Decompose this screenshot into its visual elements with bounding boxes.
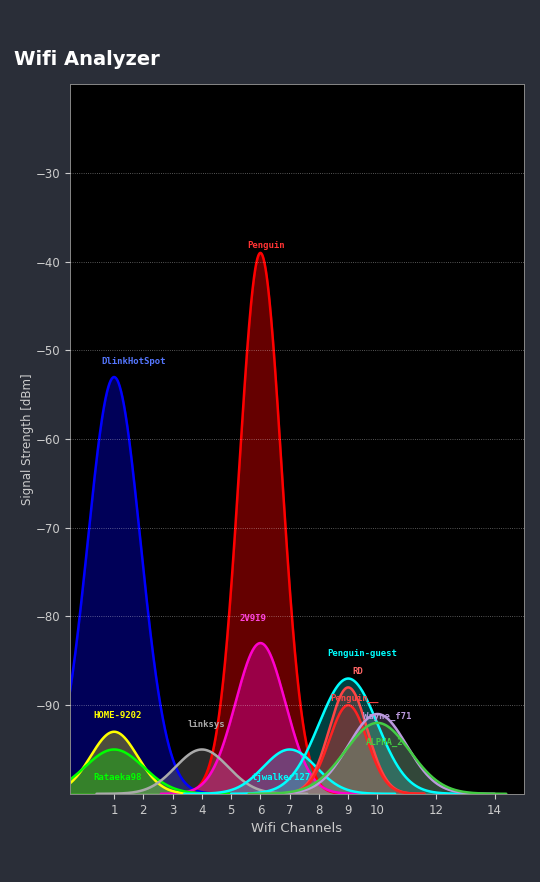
Text: tjwalker127: tjwalker127: [252, 774, 310, 782]
Text: Penguin__: Penguin__: [330, 693, 379, 703]
Text: ALPHA_2: ALPHA_2: [366, 738, 403, 747]
Text: RD: RD: [353, 667, 363, 676]
Text: HOME-9202: HOME-9202: [93, 712, 142, 721]
Text: Rataeka98: Rataeka98: [93, 774, 142, 782]
Y-axis label: Signal Strength [dBm]: Signal Strength [dBm]: [22, 373, 35, 505]
Text: Wifi Analyzer: Wifi Analyzer: [14, 50, 159, 70]
Text: Penguin: Penguin: [247, 242, 285, 250]
Text: DlinkHotSpot: DlinkHotSpot: [101, 356, 165, 366]
Text: 2V9I9: 2V9I9: [240, 614, 267, 623]
Text: Penguin-guest: Penguin-guest: [328, 649, 397, 658]
Text: Wayne_f71: Wayne_f71: [363, 712, 411, 721]
Text: linksys: linksys: [187, 721, 225, 729]
X-axis label: Wifi Channels: Wifi Channels: [252, 822, 342, 835]
